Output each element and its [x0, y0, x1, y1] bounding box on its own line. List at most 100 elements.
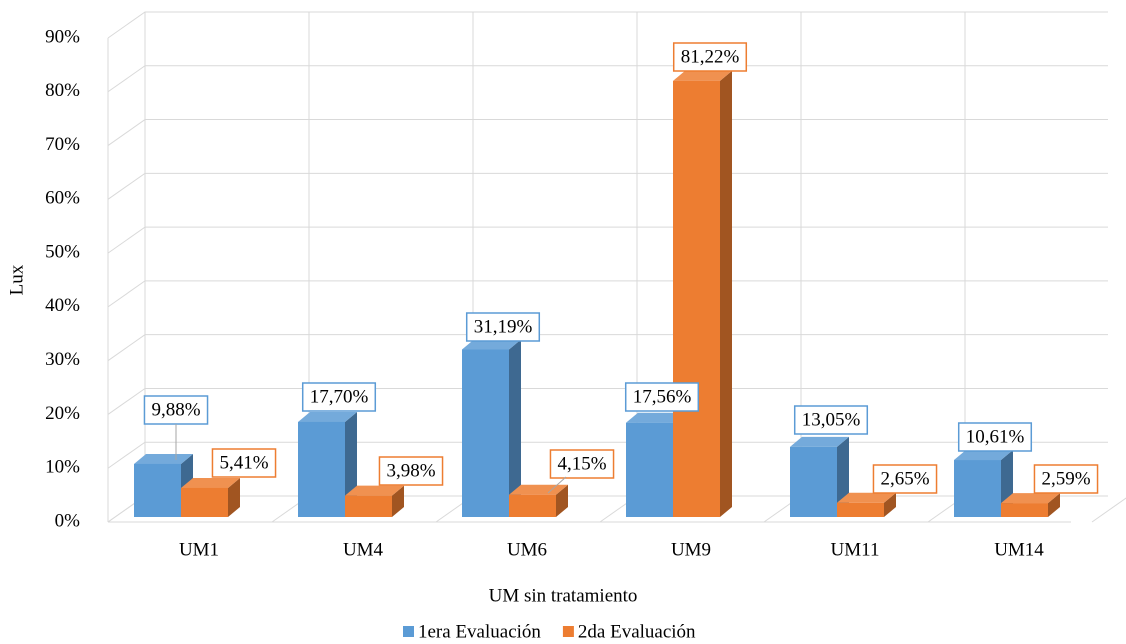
data-label-text: 31,19%: [474, 316, 533, 337]
bar-top: [181, 477, 240, 488]
bar: [509, 494, 556, 517]
bar: [345, 495, 392, 517]
data-label-text: 81,22%: [681, 46, 740, 67]
legend-swatch: [562, 626, 574, 637]
data-label: 81,22%: [672, 42, 748, 72]
bar-top: [345, 485, 404, 496]
data-label-text: 5,41%: [219, 452, 268, 473]
x-tick-label: UM4: [343, 539, 384, 560]
data-label-box: [301, 382, 377, 412]
leader-line: [547, 476, 567, 494]
bar-top: [673, 70, 732, 81]
bar-side: [720, 70, 732, 517]
data-label-text: 4,15%: [557, 453, 606, 474]
y-tick-label: 0%: [55, 510, 81, 531]
data-label: 17,70%: [301, 382, 377, 412]
bar: [790, 446, 837, 517]
data-label: 10,61%: [957, 422, 1033, 452]
x-tick-label: UM1: [179, 539, 219, 560]
data-label-text: 2,59%: [1041, 468, 1090, 489]
bar-top: [837, 492, 896, 503]
bar: [673, 80, 720, 517]
data-label-box: [1033, 464, 1099, 494]
grid-line: [107, 119, 1108, 146]
x-tick-label: UM6: [507, 539, 547, 560]
data-label-box: [793, 405, 869, 435]
data-label-box: [465, 312, 541, 342]
bar: [298, 421, 345, 517]
bar-top: [790, 436, 849, 447]
bar-top: [626, 412, 685, 423]
data-label-text: 10,61%: [966, 426, 1025, 447]
y-tick-label: 90%: [45, 26, 80, 47]
bar: [626, 422, 673, 517]
data-label-text: 17,70%: [310, 386, 369, 407]
y-tick-label: 60%: [45, 188, 80, 209]
data-label-text: 2,65%: [880, 468, 929, 489]
y-tick-label: 40%: [45, 295, 80, 316]
y-axis-title: Lux: [6, 264, 27, 295]
data-label: 17,56%: [624, 382, 700, 412]
bar: [837, 502, 884, 517]
grid-line: [107, 172, 1108, 200]
data-label-text: 9,88%: [151, 399, 200, 420]
bar: [954, 460, 1001, 517]
bar-top: [1001, 493, 1060, 504]
bar: [1001, 503, 1048, 517]
bar-top: [134, 453, 193, 464]
grid-line: [107, 226, 1108, 254]
data-label-box: [872, 464, 938, 494]
bar-top: [462, 339, 521, 350]
data-label-box: [549, 449, 615, 479]
data-label-box: [378, 456, 444, 486]
data-label-text: 3,98%: [386, 460, 435, 481]
data-label: 9,88%: [143, 395, 209, 425]
y-tick-label: 20%: [45, 403, 80, 424]
data-label: 5,41%: [211, 448, 277, 478]
y-tick-label: 70%: [45, 134, 80, 155]
bar-top: [954, 450, 1013, 461]
data-label: 3,98%: [378, 456, 444, 486]
y-tick-label: 30%: [45, 349, 80, 370]
y-tick-label: 10%: [45, 457, 80, 478]
floor-line: [1091, 497, 1126, 523]
data-label: 13,05%: [793, 405, 869, 435]
legend-swatch: [403, 626, 414, 637]
x-tick-label: UM9: [671, 539, 711, 560]
data-label-box: [624, 382, 700, 412]
data-label-text: 17,56%: [633, 386, 692, 407]
grid-line: [107, 11, 1108, 39]
x-tick-label: UM11: [831, 539, 880, 560]
bar-top: [509, 484, 568, 495]
data-label-box: [957, 422, 1033, 452]
data-label-box: [211, 448, 277, 478]
grid-line: [107, 387, 1108, 415]
data-label: 4,15%: [549, 449, 615, 479]
legend-label: 1era Evaluación: [418, 621, 541, 642]
legend-label: 2da Evaluación: [578, 621, 696, 642]
bar-side: [392, 485, 404, 517]
bar-side: [556, 484, 568, 517]
y-tick-label: 80%: [45, 80, 80, 101]
bar: [181, 487, 228, 517]
grid-line: [107, 65, 1108, 93]
bar-side: [509, 339, 521, 517]
data-label: 2,59%: [1033, 464, 1099, 494]
data-label-text: 13,05%: [802, 409, 861, 430]
data-label: 2,65%: [872, 464, 938, 494]
data-label-box: [672, 42, 748, 72]
grid-line: [107, 334, 1108, 362]
bar-side: [1048, 493, 1060, 517]
y-tick-label: 50%: [45, 241, 80, 262]
bar-side: [884, 492, 896, 517]
bar-side: [228, 477, 240, 517]
x-tick-label: UM14: [994, 539, 1044, 560]
bar: [462, 349, 509, 517]
data-label: 31,19%: [465, 312, 541, 342]
grid-line: [107, 280, 1108, 308]
data-label-box: [143, 395, 209, 425]
bar: [134, 463, 181, 517]
x-axis-title: UM sin tratamiento: [489, 585, 638, 606]
bar-top: [298, 411, 357, 422]
